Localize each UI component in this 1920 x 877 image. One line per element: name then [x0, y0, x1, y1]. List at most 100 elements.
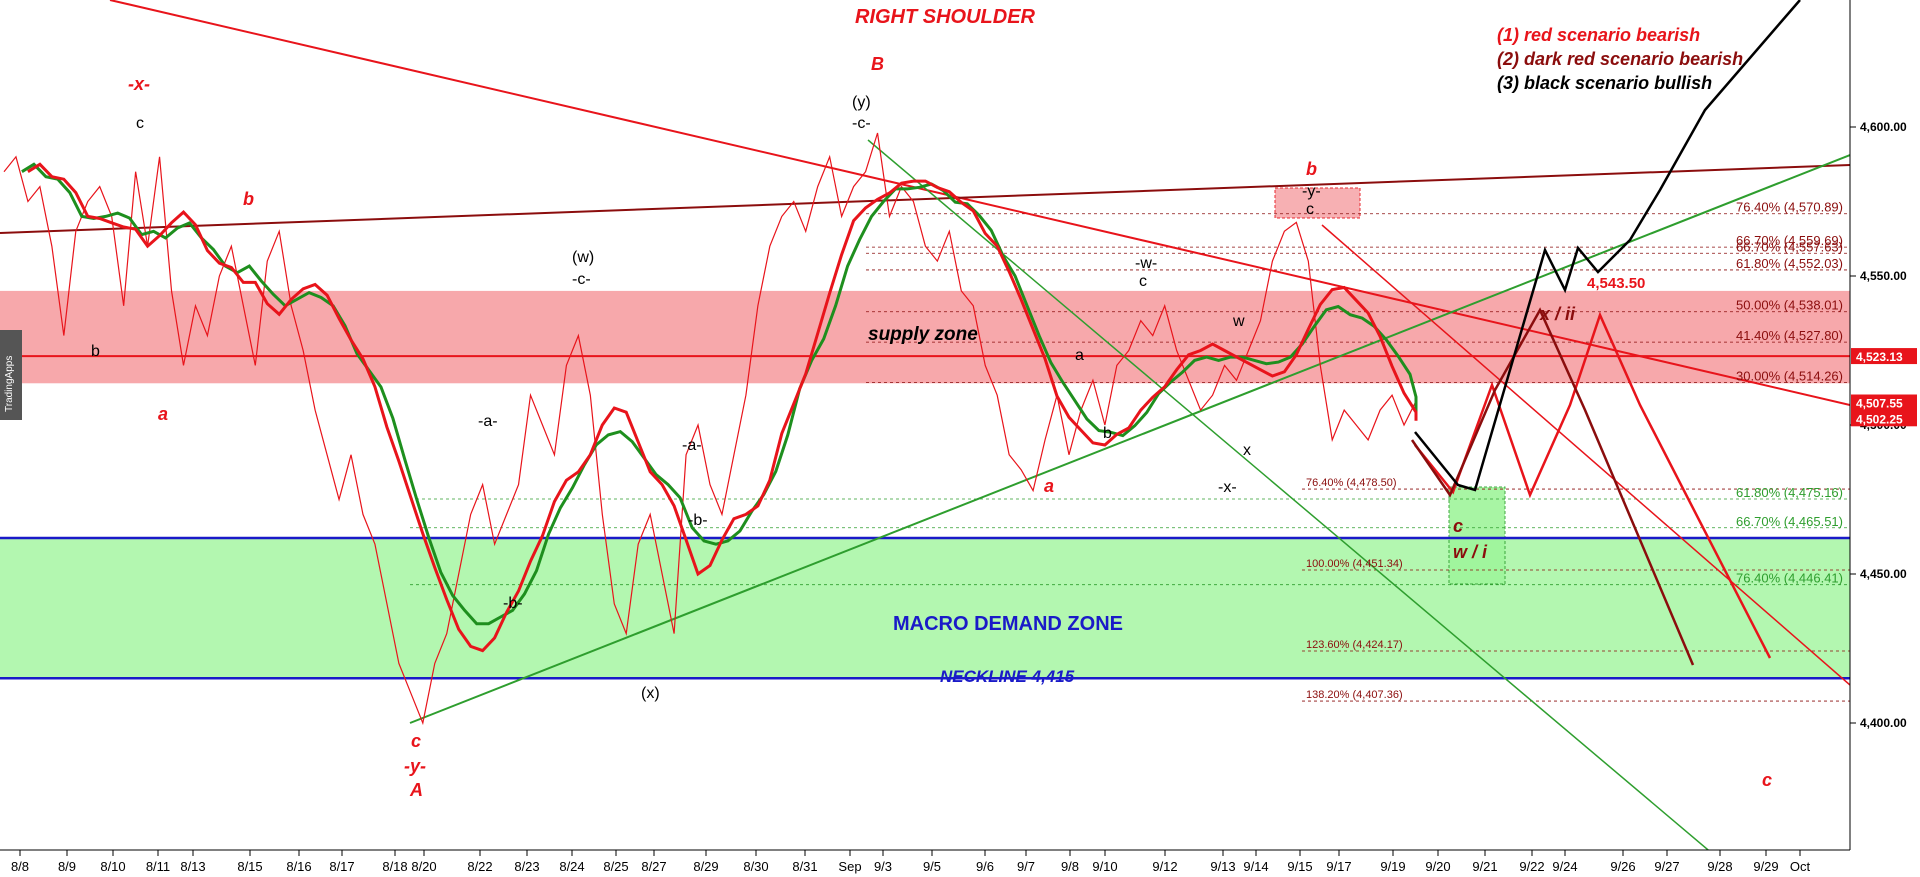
- wave-label: w: [1232, 313, 1245, 330]
- right-shoulder-label: RIGHT SHOULDER: [855, 6, 1036, 28]
- wave-label: x: [1243, 442, 1251, 459]
- x-tick-label: 8/30: [743, 859, 768, 874]
- x-tick-label: 9/29: [1753, 859, 1778, 874]
- y-tick-label: 4,600.00: [1860, 120, 1907, 134]
- watermark: TradingApps: [0, 330, 22, 420]
- wave-label: b: [243, 189, 254, 209]
- x-tick-label: 9/15: [1287, 859, 1312, 874]
- wave-labels-red: -x- b a B b a c -y- A c: [128, 54, 1772, 800]
- x-tick-label: 8/23: [514, 859, 539, 874]
- fib-label: 41.40% (4,527.80): [1736, 328, 1843, 343]
- trendline-darkred-up: [0, 164, 1850, 234]
- wave-label: -x-: [1218, 479, 1237, 496]
- price-tag-label: 4,523.13: [1856, 350, 1903, 364]
- wave-label: -w-: [1135, 255, 1157, 272]
- wave-label: (x): [641, 685, 660, 702]
- supply-zone: [0, 290, 1850, 384]
- wave-label: c: [1762, 770, 1772, 790]
- fib-label: 66.70% (4,557.63): [1736, 239, 1843, 254]
- trendline-green-up: [409, 154, 1850, 724]
- fib-lines: [410, 213, 1850, 702]
- trend-lines: [0, 0, 1850, 850]
- wave-label: (y): [852, 94, 871, 111]
- x-tick-label: 8/9: [58, 859, 76, 874]
- legend-entry: (3) black scenario bullish: [1497, 73, 1712, 93]
- y-tick-label: 4,400.00: [1860, 716, 1907, 730]
- x-tick-label: 8/27: [641, 859, 666, 874]
- x-tick-label: 8/10: [100, 859, 125, 874]
- legend-entry: (2) dark red scenario bearish: [1497, 49, 1743, 69]
- fib-label: 123.60% (4,424.17): [1306, 639, 1403, 651]
- x-tick-label: Sep: [838, 859, 861, 874]
- wave-label: b: [1306, 159, 1317, 179]
- wave-label: a: [158, 404, 168, 424]
- wave-label: c: [411, 731, 421, 751]
- legend-entry: (1) red scenario bearish: [1497, 25, 1700, 45]
- x-tick-label: 9/14: [1243, 859, 1268, 874]
- x-tick-label: 9/3: [874, 859, 892, 874]
- x-tick-label: 9/17: [1326, 859, 1351, 874]
- wave-label: b: [91, 343, 100, 360]
- target-box-upper: [1274, 187, 1361, 219]
- x-tick-label: 9/8: [1061, 859, 1079, 874]
- x-tick-label: 8/24: [559, 859, 584, 874]
- x-tick-label: 9/27: [1654, 859, 1679, 874]
- x-tick-label: 9/20: [1425, 859, 1450, 874]
- reference-lines: [0, 355, 1850, 680]
- x-tick-label: 9/5: [923, 859, 941, 874]
- x-tick-label: 9/10: [1092, 859, 1117, 874]
- wave-label: a: [1044, 476, 1054, 496]
- fib-label: 76.40% (4,446.41): [1736, 571, 1843, 586]
- demand-zone-label: MACRO DEMAND ZONE: [893, 613, 1123, 635]
- fib-label: 76.40% (4,478.50): [1306, 477, 1397, 489]
- wave-label: a: [1075, 347, 1084, 364]
- fib-labels: 76.40% (4,570.89)66.70% (4,559.69)66.70%…: [1306, 200, 1843, 701]
- x-tick-label: 9/24: [1552, 859, 1577, 874]
- y-tick-label: 4,550.00: [1860, 269, 1907, 283]
- scenario-paths: [1410, 0, 1801, 666]
- wave-label: c: [1139, 273, 1147, 290]
- fib-label: 50.00% (4,538.01): [1736, 298, 1843, 313]
- macro-demand-zone: [0, 538, 1850, 679]
- wave-label: (w): [572, 249, 594, 266]
- x-tick-label: 8/31: [792, 859, 817, 874]
- x-axis: 8/8 8/9 8/10 8/11 8/13 8/15 8/16 8/17 8/18 8/20 8/…: [0, 849, 1850, 874]
- fib-label: 66.70% (4,559.69): [1736, 233, 1843, 248]
- price-tag-label: 4,502.25: [1856, 412, 1903, 426]
- trendline-red-lower: [1321, 224, 1850, 686]
- wave-label: -a-: [682, 437, 702, 454]
- y-axis: 4,600.004,550.004,500.004,450.004,400.00…: [1849, 0, 1917, 850]
- wave-label: c: [136, 115, 144, 132]
- fib-label: 61.80% (4,552.03): [1736, 256, 1843, 271]
- fib-label: 30.00% (4,514.26): [1736, 369, 1843, 384]
- x-tick-label: 8/20: [411, 859, 436, 874]
- x-tick-label: 8/25: [603, 859, 628, 874]
- fib-label: 66.70% (4,465.51): [1736, 514, 1843, 529]
- x-tick-label: 9/26: [1610, 859, 1635, 874]
- x-tick-label: 9/28: [1707, 859, 1732, 874]
- x-tick-label: 9/19: [1380, 859, 1405, 874]
- x-tick-label: 9/7: [1017, 859, 1035, 874]
- x-tick-label: 9/6: [976, 859, 994, 874]
- wave-label: B: [871, 54, 884, 74]
- wave-label: -c-: [572, 271, 591, 288]
- c-green-label: c: [1453, 516, 1463, 536]
- x-tick-label: Oct: [1790, 859, 1811, 874]
- wave-label: -b-: [503, 595, 523, 612]
- fib-label: 138.20% (4,407.36): [1306, 689, 1403, 701]
- x-tick-label: 8/11: [146, 859, 170, 874]
- trendline-green-down: [867, 139, 1710, 850]
- x-tick-label: 8/8: [11, 859, 29, 874]
- price-tag: [1851, 410, 1917, 427]
- x-tick-label: 8/16: [286, 859, 311, 874]
- x-tick-label: 8/15: [237, 859, 262, 874]
- x-tick-label: 9/13: [1210, 859, 1235, 874]
- annotations: RIGHT SHOULDER supply zone MACRO DEMAND …: [855, 6, 1645, 686]
- moving-average-green: [21, 162, 1418, 626]
- supply-zone-label: supply zone: [868, 324, 978, 345]
- legend: (1) red scenario bearish (2) dark red sce…: [1497, 25, 1743, 93]
- x-tick-label: 8/13: [180, 859, 205, 874]
- price-series: [3, 132, 1417, 726]
- target-label: 4,543.50: [1587, 275, 1645, 292]
